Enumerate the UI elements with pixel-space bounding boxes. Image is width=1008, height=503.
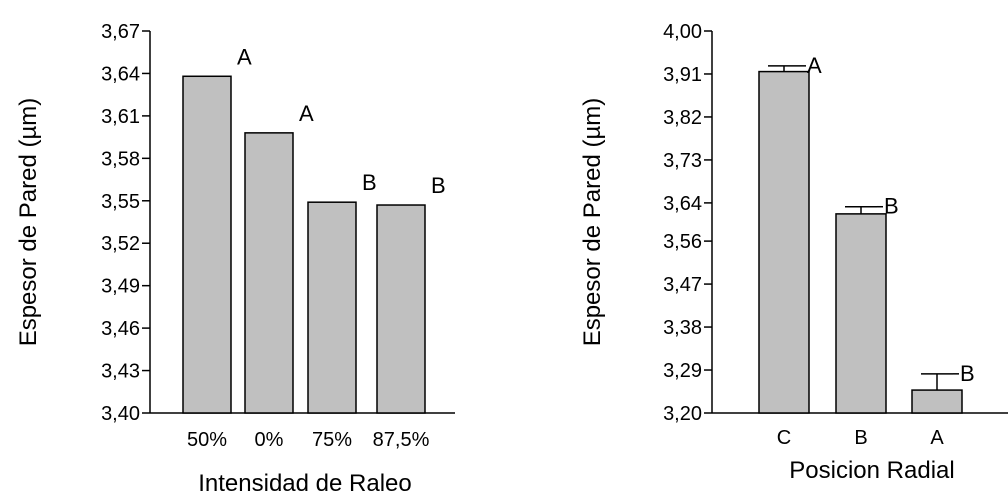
left-y-tick-label: 3,67 [101, 21, 140, 43]
right-y-tick-label: 3,82 [663, 107, 702, 129]
left-x-axis-title: Intensidad de Raleo [198, 470, 412, 497]
left-y-tick-label: 3,58 [101, 148, 140, 170]
left-y-tick-label: 3,52 [101, 233, 140, 255]
right-y-tick-label: 3,56 [663, 231, 702, 253]
left-x-tick-label: 50% [187, 429, 227, 451]
left-bar [183, 76, 231, 413]
left-x-tick-label: 75% [312, 429, 352, 451]
right-y-tick-label: 4,00 [663, 21, 702, 43]
left-y-tick-label: 3,49 [101, 276, 140, 298]
right-x-tick-label: A [930, 427, 944, 449]
right-y-tick-label: 3,64 [663, 193, 702, 215]
right-x-tick-label: B [854, 427, 867, 449]
left-y-tick-label: 3,46 [101, 318, 140, 340]
right-y-tick-label: 3,20 [663, 403, 702, 425]
right-y-tick-label: 3,91 [663, 64, 702, 86]
left-chart-marks: 3,40 3,43 3,46 3,49 3,52 3,55 3,58 3,61 3,64 3,67… [101, 21, 446, 451]
left-bar [245, 133, 293, 413]
right-bar [912, 390, 962, 413]
left-bar-letter: B [362, 170, 377, 195]
chart-right: Espesor de Pared (µm) Posicion Radial 3,… [579, 21, 1008, 484]
right-x-axis-title: Posicion Radial [789, 457, 954, 484]
left-y-axis-title: Espesor de Pared (µm) [15, 98, 42, 347]
left-y-tick-label: 3,55 [101, 191, 140, 213]
right-chart-marks: 3,20 3,29 3,38 3,47 3,56 3,64 3,73 3,82 3,91 4,00… [663, 21, 975, 449]
chart-left: Espesor de Pared (µm) Intensidad de Rale… [15, 21, 455, 497]
right-bar-letter: B [960, 361, 975, 386]
right-y-axis-title: Espesor de Pared (µm) [579, 98, 606, 347]
right-bar-letter: B [884, 194, 899, 219]
left-bar-letter: B [431, 173, 446, 198]
left-y-tick-label: 3,43 [101, 361, 140, 383]
left-y-tick-label: 3,61 [101, 106, 140, 128]
left-y-tick-label: 3,64 [101, 63, 140, 85]
left-bar [308, 202, 356, 413]
left-x-tick-label: 87,5% [373, 429, 430, 451]
right-y-tick-label: 3,47 [663, 274, 702, 296]
right-x-tick-label: C [777, 427, 791, 449]
left-bar-letter: A [299, 101, 314, 126]
right-bar-letter: A [807, 53, 822, 78]
left-x-tick-label: 0% [255, 429, 284, 451]
left-y-tick-label: 3,40 [101, 403, 140, 425]
right-bar [836, 214, 886, 413]
right-y-tick-label: 3,29 [663, 360, 702, 382]
left-bar-letter: A [237, 44, 252, 69]
right-y-tick-label: 3,73 [663, 150, 702, 172]
right-y-tick-label: 3,38 [663, 317, 702, 339]
right-bar [759, 72, 809, 413]
left-bar [377, 205, 425, 413]
